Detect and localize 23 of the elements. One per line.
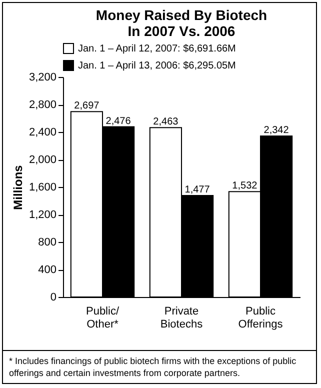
data-label: 1,532 <box>232 180 258 192</box>
data-label: 2,476 <box>106 116 132 127</box>
y-tick-label: 1,200 <box>28 209 56 221</box>
legend-label: Jan. 1 – April 12, 2007: $6,691.66M <box>78 44 236 54</box>
x-tick-label: Private Biotechs <box>160 306 204 330</box>
y-tick-label: 2,400 <box>28 126 56 138</box>
y-tick-label: 0 <box>50 292 56 304</box>
x-tick-label: Public Offerings <box>238 306 284 330</box>
y-tick-label: 800 <box>38 236 56 248</box>
data-label: 2,463 <box>153 116 179 128</box>
y-tick-label: 2,000 <box>28 154 56 166</box>
data-label: 1,477 <box>184 184 210 196</box>
chart-title: Money Raised By Biotech In 2007 Vs. 2006 <box>96 7 268 39</box>
legend-label: Jan. 1 – April 13, 2006: $6,295.05M <box>78 60 236 72</box>
y-tick-label: 3,200 <box>28 72 56 84</box>
y-tick-label: 2,800 <box>28 99 56 111</box>
text: * Includes financings of public biotech firms with the exceptions of public offerings and certain investments from corporate partners. <box>9 354 298 379</box>
x-tick-label: Public/ Other* <box>86 306 120 330</box>
data-label: 2,697 <box>74 100 100 112</box>
y-axis-title: Millions <box>10 164 25 210</box>
y-tick-label: 1,600 <box>28 182 56 194</box>
y-tick-label: 400 <box>38 264 56 276</box>
data-label: 2,342 <box>264 124 290 136</box>
